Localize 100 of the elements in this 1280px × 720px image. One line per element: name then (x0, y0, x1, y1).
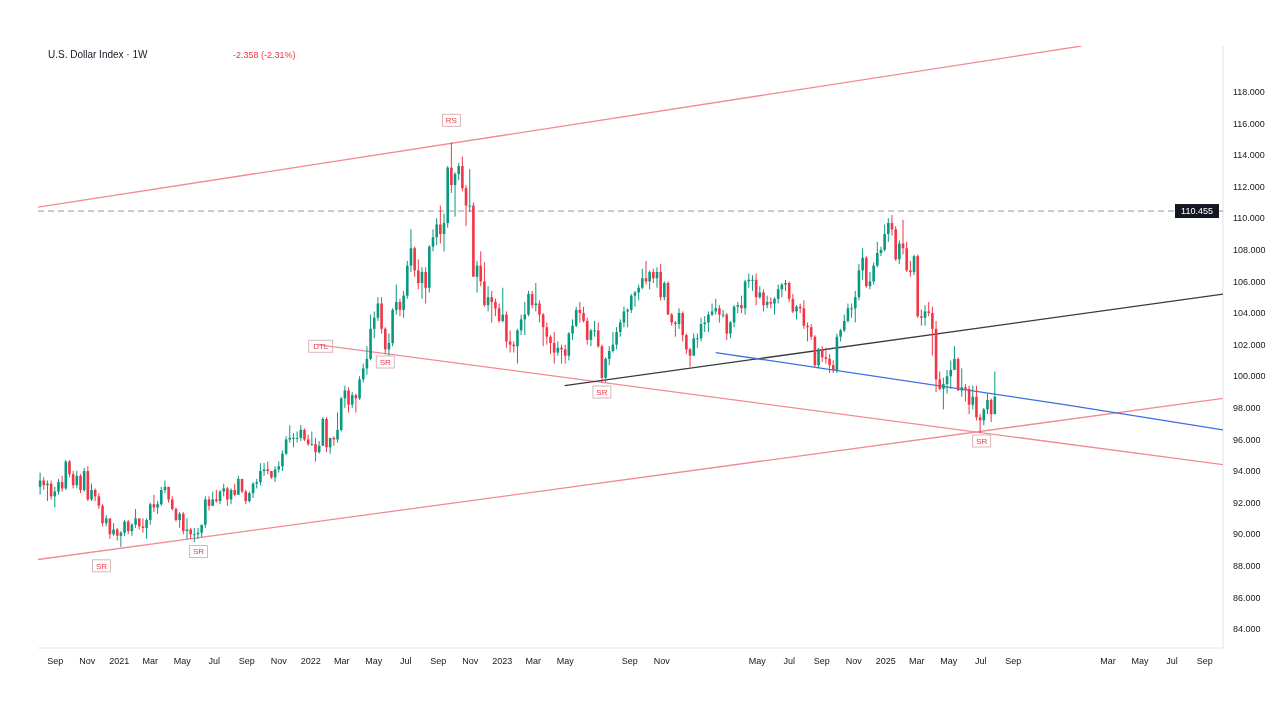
candlestick (439, 205, 442, 245)
x-tick-label: Mar (1100, 656, 1116, 666)
candlestick (226, 486, 229, 507)
candlestick (751, 274, 754, 292)
candlestick (585, 317, 589, 346)
candlestick (538, 299, 541, 324)
candlestick (79, 473, 82, 494)
candlestick (641, 268, 644, 290)
candlestick (986, 393, 989, 415)
y-tick-label: 102.000 (1233, 339, 1266, 350)
x-tick-label: Jul (208, 656, 221, 666)
annotation: RS (445, 116, 457, 126)
candlestick (193, 527, 196, 543)
x-tick-label: May (173, 656, 192, 666)
candlestick (53, 486, 57, 508)
x-tick-label: Sep (813, 656, 830, 666)
candlestick (817, 347, 820, 369)
candlestick (648, 269, 651, 290)
x-tick-label: Nov (462, 656, 479, 666)
x-tick-label: May (365, 656, 383, 666)
candlestick (314, 437, 317, 463)
candlestick (898, 239, 901, 265)
y-tick-label: 108.000 (1233, 244, 1266, 255)
y-tick-label: 118.000 (1233, 86, 1265, 97)
candlestick (872, 261, 875, 286)
candlestick (549, 334, 552, 355)
candlestick (237, 475, 240, 496)
x-tick-label: Mar (142, 656, 159, 666)
y-tick-label: 98.000 (1233, 402, 1261, 413)
candlestick (468, 168, 472, 213)
annotation: SR (192, 547, 205, 557)
x-tick-label: Sep (1005, 656, 1022, 666)
candlestick (762, 288, 765, 312)
y-tick-label: 110.000 (1233, 213, 1265, 224)
y-tick-label: 104.000 (1233, 308, 1266, 319)
y-tick-label: 100.000 (1233, 371, 1266, 382)
chart-subtitle: -2.358 (-2.31%) (233, 50, 296, 60)
x-tick-label: Sep (47, 656, 64, 666)
candlestick (949, 359, 953, 390)
y-tick-label: 94.000 (1233, 466, 1261, 477)
candlestick (402, 290, 405, 319)
x-tick-label: Nov (270, 656, 288, 666)
y-tick-label: 86.000 (1233, 592, 1261, 603)
candlestick (450, 141, 453, 194)
candlestick (593, 320, 596, 338)
candlestick (358, 375, 361, 401)
candlestick (141, 517, 145, 534)
x-tick-label: May (556, 656, 575, 666)
x-tick-label: Jul (1166, 656, 1178, 666)
y-tick-label: 112.000 (1233, 181, 1265, 192)
y-tick-label: 92.000 (1233, 497, 1261, 508)
y-tick-label: 114.000 (1233, 150, 1265, 161)
x-tick-label: Jul (783, 656, 795, 666)
candlestick (292, 432, 295, 448)
ref-line-label: 110.455 (1181, 206, 1213, 217)
candlestick (101, 503, 104, 527)
y-tick-label: 106.000 (1233, 276, 1266, 287)
candlestick (383, 326, 387, 355)
candlestick (417, 258, 420, 290)
candlestick (953, 345, 956, 371)
candlestick (629, 293, 633, 314)
x-tick-label: Mar (525, 656, 541, 666)
candlestick (424, 266, 427, 305)
x-tick-label: Jul (399, 656, 412, 666)
candlestick (413, 246, 416, 278)
x-tick-label: Sep (621, 656, 638, 666)
x-tick-label: Nov (79, 656, 96, 666)
x-tick-label: 2021 (109, 656, 130, 666)
x-tick-label: 2023 (492, 656, 513, 666)
annotation: SR (379, 357, 392, 367)
x-tick-label: May (748, 656, 767, 666)
x-tick-label: Mar (908, 656, 925, 666)
candlestick (681, 310, 684, 342)
candlestick (523, 301, 527, 336)
candlestick (615, 326, 618, 350)
x-tick-label: Jul (974, 656, 987, 666)
candlestick (850, 303, 853, 319)
x-tick-label: Nov (653, 656, 671, 666)
candlestick (883, 224, 886, 252)
candlestick (824, 347, 828, 365)
candlestick (574, 306, 578, 328)
candlestick (527, 290, 530, 317)
x-tick-label: Mar (333, 656, 350, 666)
candlestick (692, 333, 696, 357)
y-tick-label: 116.000 (1233, 118, 1265, 129)
chart-title: U.S. Dollar Index · 1W (48, 49, 149, 60)
candlestick (633, 290, 637, 308)
candlestick (604, 356, 607, 384)
candlestick (148, 502, 152, 526)
x-tick-label: 2022 (300, 656, 321, 666)
candlestick (394, 284, 398, 316)
candlestick (479, 250, 483, 287)
candlestick (501, 287, 505, 324)
x-tick-label: Sep (430, 656, 447, 666)
x-tick-label: May (1131, 656, 1150, 666)
candlestick (876, 241, 879, 268)
candlestick (336, 412, 339, 444)
x-tick-label: Sep (1196, 656, 1213, 666)
x-tick-label: Sep (238, 656, 255, 666)
y-tick-label: 84.000 (1233, 624, 1261, 635)
